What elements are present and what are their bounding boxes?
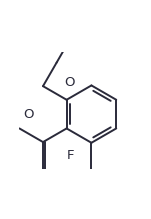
Text: O: O	[24, 108, 34, 121]
Text: F: F	[67, 148, 74, 162]
Text: O: O	[64, 76, 75, 89]
